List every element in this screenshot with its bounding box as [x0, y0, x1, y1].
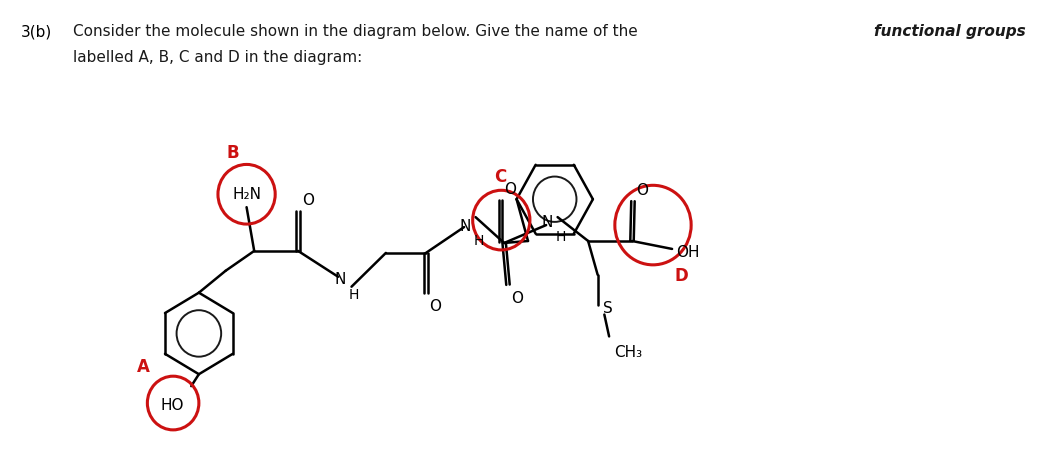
Text: 3(b): 3(b): [20, 24, 52, 39]
Text: functional groups: functional groups: [874, 24, 1026, 39]
Text: H: H: [555, 229, 566, 244]
Text: N: N: [542, 214, 552, 229]
Text: labelled A, B, C and D in the diagram:: labelled A, B, C and D in the diagram:: [73, 50, 362, 65]
Text: S: S: [604, 300, 613, 316]
Text: H: H: [348, 287, 359, 301]
Text: Consider the molecule shown in the diagram below. Give the name of the: Consider the molecule shown in the diagr…: [73, 24, 643, 39]
Text: N: N: [335, 272, 346, 287]
Text: O: O: [302, 192, 313, 207]
Text: C: C: [494, 168, 506, 186]
Text: D: D: [674, 266, 688, 284]
Text: B: B: [227, 144, 240, 162]
Text: O: O: [636, 182, 648, 198]
Text: O: O: [504, 181, 515, 197]
Text: OH: OH: [676, 245, 700, 260]
Text: O: O: [429, 298, 442, 313]
Text: N: N: [460, 218, 470, 233]
Text: O: O: [511, 290, 524, 306]
Text: H₂N: H₂N: [232, 187, 261, 201]
Text: CH₃: CH₃: [614, 344, 642, 359]
Text: HO: HO: [160, 397, 184, 412]
Text: H: H: [473, 234, 484, 248]
Text: A: A: [137, 357, 150, 376]
